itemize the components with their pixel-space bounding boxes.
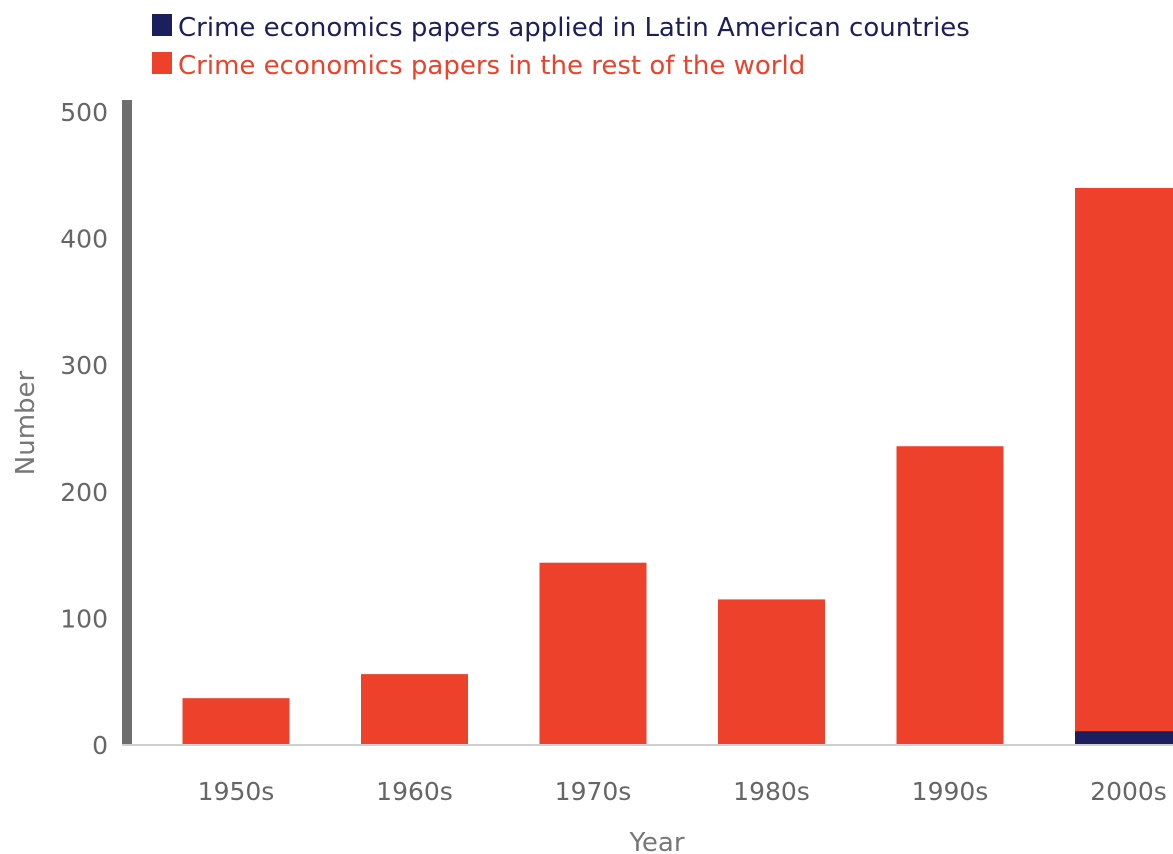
y-tick-label: 200: [60, 478, 108, 507]
y-tick-label: 500: [60, 98, 108, 127]
x-tick-label: 1980s: [733, 777, 810, 806]
x-tick-label: 1990s: [912, 777, 989, 806]
bar-1950s-series-1: [182, 698, 290, 745]
y-axis-ticks: 0 100 200 300 400 500: [60, 98, 108, 760]
y-tick-label: 400: [60, 225, 108, 254]
x-tick-label: 2000s: [1090, 777, 1167, 806]
bar-1990s-series-1: [896, 446, 1004, 745]
bar-1970s-series-1: [539, 562, 647, 745]
bar-2000s-series-1: [1075, 187, 1173, 732]
legend-swatch-rest-of-world: [152, 52, 172, 74]
bar-1980s-series-1: [718, 599, 825, 745]
legend-label-latin-america: Crime economics papers applied in Latin …: [178, 13, 970, 43]
legend: Crime economics papers applied in Latin …: [152, 13, 970, 81]
x-axis-ticks: 1950s 1960s 1970s 1980s 1990s 2000s: [198, 777, 1167, 806]
bars: [182, 187, 1173, 745]
x-axis-title: Year: [628, 828, 684, 854]
x-tick-label: 1950s: [198, 777, 275, 806]
bar-2000s-series-0: [1075, 731, 1173, 745]
x-tick-label: 1970s: [555, 777, 632, 806]
y-tick-label: 300: [60, 351, 108, 380]
legend-label-rest-of-world: Crime economics papers in the rest of th…: [178, 51, 805, 81]
y-axis-line: [122, 100, 132, 746]
legend-swatch-latin-america: [152, 14, 172, 36]
y-tick-label: 0: [92, 731, 108, 760]
y-axis-title: Number: [11, 370, 41, 475]
x-tick-label: 1960s: [376, 777, 453, 806]
bar-1960s-series-1: [361, 674, 468, 745]
y-tick-label: 100: [60, 604, 108, 633]
